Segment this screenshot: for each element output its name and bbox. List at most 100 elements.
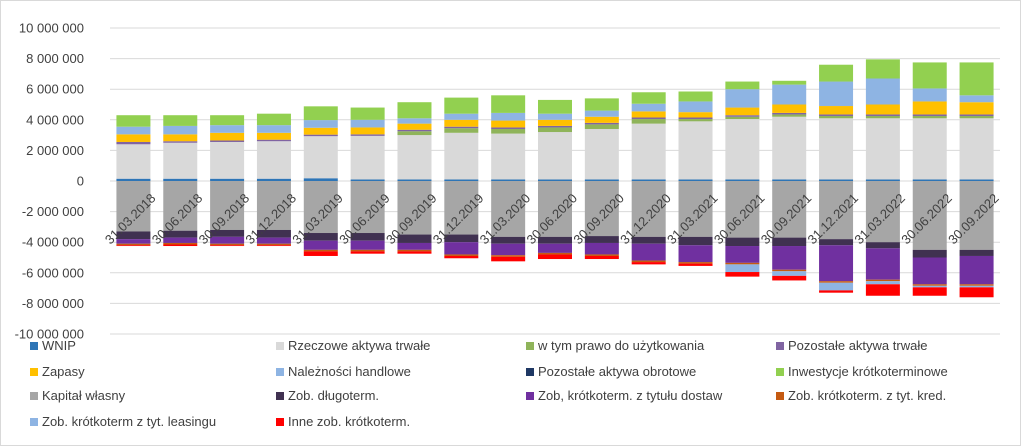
bar-segment (865, 118, 900, 180)
bar-segment (631, 119, 666, 124)
bar-segment (256, 245, 291, 247)
bar-segment (538, 125, 572, 128)
bar-segment (256, 113, 291, 126)
bar-segment (959, 114, 994, 116)
bar-segment (725, 119, 760, 180)
legend-label: Pozostałe aktywa trwałe (788, 338, 927, 353)
bar-segment (210, 125, 245, 133)
bar-segment (772, 104, 807, 113)
bar-segment (959, 118, 994, 180)
bar-segment (725, 264, 760, 273)
bar-segment (584, 98, 619, 111)
bar-segment (819, 64, 854, 82)
bar-segment (256, 132, 291, 140)
bar-segment (163, 125, 198, 135)
bar-segment (397, 102, 432, 119)
bar-segment (350, 107, 385, 120)
bar-segment (303, 120, 338, 128)
bar-segment (772, 112, 807, 115)
bar-segment (772, 114, 807, 117)
legend-swatch (526, 392, 534, 400)
bar-segment (163, 115, 198, 126)
bar-segment (210, 181, 245, 230)
bar-segment (912, 114, 947, 116)
bar-segment (912, 249, 947, 258)
bar-segment (912, 285, 947, 288)
bar-segment (959, 287, 994, 298)
bar-segment (819, 106, 854, 115)
bar-segment (678, 236, 713, 246)
bar-segment (491, 243, 526, 256)
bar-segment (584, 236, 619, 243)
y-tick-label: -4 000 000 (22, 235, 84, 250)
bar-segment (678, 179, 713, 181)
bar-segment (350, 119, 385, 128)
bar-segment (210, 132, 245, 141)
legend-label: Zapasy (42, 364, 85, 379)
bar-segment (725, 246, 760, 263)
bar-segment (631, 260, 666, 263)
legend-swatch (526, 342, 534, 350)
bar-segment (444, 97, 479, 114)
bar-segment (350, 135, 385, 180)
bar-segment (678, 117, 713, 120)
y-tick-label: 0 (77, 174, 84, 189)
bar-segment (397, 118, 432, 124)
legend-swatch (526, 368, 534, 376)
bar-segment (865, 78, 900, 105)
legend-swatch (276, 392, 284, 400)
bar-segment (397, 181, 432, 235)
bar-segment (959, 62, 994, 96)
bar-segment (491, 133, 526, 180)
bar-segment (350, 179, 385, 181)
y-tick-label: 10 000 000 (19, 21, 84, 36)
y-tick-label: 8 000 000 (26, 51, 84, 66)
bar-segment (256, 243, 291, 246)
bar-segment (912, 115, 947, 119)
bar-segment (116, 245, 151, 247)
bar-segment (584, 128, 619, 180)
bar-segment (865, 281, 900, 285)
bar-segment (444, 119, 479, 127)
bar-segment (444, 179, 479, 181)
bar-segment (444, 126, 479, 129)
bar-segment (725, 81, 760, 90)
bar-segment (210, 245, 245, 247)
bar-segment (584, 116, 619, 123)
bar-segment (912, 181, 947, 250)
bar-segment (444, 234, 479, 243)
legend-swatch (30, 418, 38, 426)
legend-label: WNIP (42, 338, 76, 353)
bar-segment (303, 251, 338, 256)
bar-segment (819, 81, 854, 107)
bar-segment (772, 246, 807, 270)
bar-segment (959, 255, 994, 285)
bar-segment (725, 237, 760, 247)
bar-segment (584, 181, 619, 237)
bar-segment (725, 272, 760, 277)
bar-segment (584, 110, 619, 117)
bar-segment (678, 101, 713, 113)
bar-segment (116, 144, 151, 179)
legend-label: w tym prawo do użytkowania (537, 338, 705, 353)
bar-segment (819, 179, 854, 181)
bar-segment (912, 118, 947, 180)
bar-segment (491, 179, 526, 181)
bar-segment (303, 240, 338, 250)
bar-segment (678, 112, 713, 118)
bar-segment (397, 234, 432, 243)
bar-segment (584, 254, 619, 256)
bar-segment (116, 178, 151, 181)
bar-segment (444, 128, 479, 133)
bar-segment (631, 243, 666, 261)
legend-swatch (776, 368, 784, 376)
bar-segment (631, 123, 666, 180)
bar-segment (303, 134, 338, 137)
bar-segment (959, 115, 994, 119)
bar-segment (725, 116, 760, 120)
bar-segment (959, 102, 994, 115)
bar-segment (491, 255, 526, 257)
y-tick-label: -10 000 000 (15, 327, 84, 342)
bar-segment (350, 233, 385, 241)
bar-segment (116, 126, 151, 135)
